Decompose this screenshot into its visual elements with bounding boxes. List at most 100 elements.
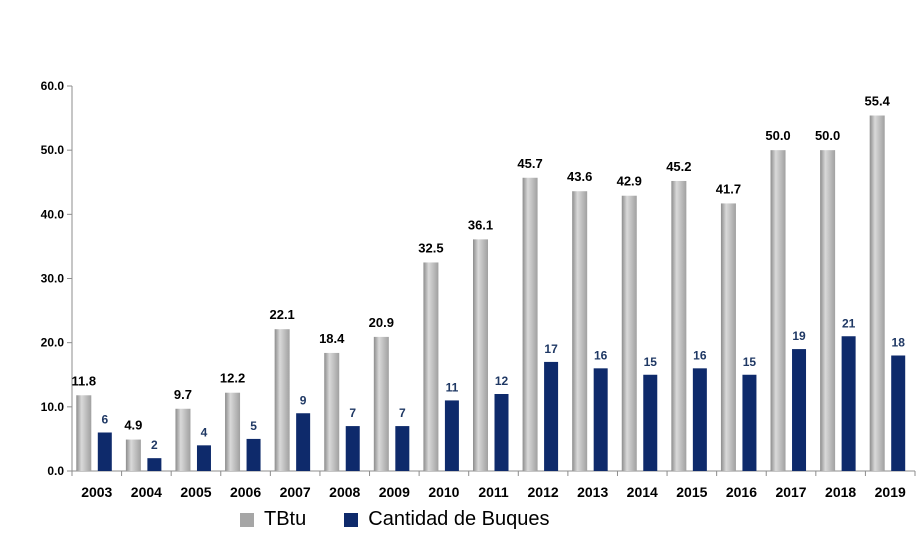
bar-tbtu bbox=[225, 392, 241, 471]
bar-buques bbox=[841, 336, 856, 471]
data-label-tbtu: 41.7 bbox=[716, 181, 741, 196]
bar-tbtu bbox=[274, 329, 290, 471]
bar-buques bbox=[643, 374, 658, 471]
bar-buques bbox=[593, 368, 608, 471]
data-label-tbtu: 9.7 bbox=[174, 387, 192, 402]
bar-buques bbox=[345, 426, 360, 471]
bar-buques bbox=[742, 374, 757, 471]
legend-label-tbtu: TBtu bbox=[264, 508, 307, 530]
bar-buques bbox=[246, 438, 261, 471]
x-tick-label: 2005 bbox=[180, 484, 211, 500]
data-label-buques: 11 bbox=[446, 380, 459, 394]
x-tick-label: 2007 bbox=[280, 484, 311, 500]
axes: 0.0 10.0 20.0 30.0 40.0 50.0 60.0 2003 2004 2005 2… bbox=[41, 79, 916, 500]
bar-buques bbox=[444, 400, 459, 471]
bar-tbtu bbox=[324, 352, 340, 471]
data-label-tbtu: 50.0 bbox=[765, 128, 790, 143]
data-label-tbtu: 43.6 bbox=[567, 169, 592, 184]
data-label-buques: 9 bbox=[300, 393, 307, 407]
data-label-tbtu: 4.9 bbox=[124, 418, 142, 433]
bar-tbtu bbox=[473, 239, 488, 471]
x-tick-label: 2008 bbox=[329, 484, 360, 500]
x-tick-label: 2003 bbox=[81, 484, 112, 500]
data-label-buques: 19 bbox=[792, 329, 806, 343]
x-tick-label: 2004 bbox=[131, 484, 162, 500]
y-tick-label: 40.0 bbox=[41, 207, 65, 221]
bar-tbtu bbox=[175, 408, 191, 471]
data-label-buques: 21 bbox=[842, 316, 856, 330]
bar-tbtu bbox=[770, 150, 786, 471]
bar-tbtu bbox=[373, 336, 389, 471]
data-label-buques: 4 bbox=[201, 425, 208, 439]
data-labels: 11.8 6 4.9 2 9.7 4 12.2 5 22.1 9 18.4 7 20.9 7 32.5 11 3… bbox=[71, 94, 905, 453]
data-label-buques: 7 bbox=[399, 406, 406, 420]
x-tick-label: 2019 bbox=[875, 484, 906, 500]
data-label-buques: 5 bbox=[250, 419, 257, 433]
bar-buques bbox=[395, 426, 410, 471]
bar-buques bbox=[544, 361, 559, 471]
bar-buques bbox=[147, 458, 162, 471]
bar-tbtu bbox=[423, 262, 439, 471]
data-label-tbtu: 12.2 bbox=[220, 371, 245, 386]
data-label-tbtu: 55.4 bbox=[865, 94, 891, 109]
data-label-tbtu: 45.2 bbox=[666, 159, 691, 174]
bar-tbtu bbox=[720, 203, 736, 472]
x-tick-label: 2018 bbox=[825, 484, 856, 500]
bars bbox=[76, 115, 906, 472]
bar-buques bbox=[494, 394, 509, 471]
data-label-tbtu: 36.1 bbox=[468, 217, 493, 232]
data-label-buques: 7 bbox=[349, 406, 356, 420]
data-label-tbtu: 45.7 bbox=[517, 156, 542, 171]
bar-buques bbox=[97, 432, 112, 471]
x-tick-label: 2014 bbox=[627, 484, 658, 500]
legend-label-buques: Cantidad de Buques bbox=[368, 508, 550, 530]
bar-buques bbox=[196, 445, 211, 471]
data-label-tbtu: 42.9 bbox=[617, 174, 642, 189]
data-label-buques: 2 bbox=[151, 438, 158, 452]
y-tick-label: 10.0 bbox=[41, 400, 65, 414]
data-label-tbtu: 18.4 bbox=[319, 331, 345, 346]
y-tick-label: 20.0 bbox=[41, 336, 65, 350]
legend-swatch-tbtu bbox=[240, 512, 254, 527]
bar-buques bbox=[792, 349, 807, 471]
bar-buques bbox=[891, 355, 906, 471]
x-tick-label: 2009 bbox=[379, 484, 410, 500]
x-tick-label: 2015 bbox=[676, 484, 707, 500]
x-tick-label: 2012 bbox=[528, 484, 559, 500]
bar-tbtu bbox=[76, 395, 92, 471]
y-tick-label: 0.0 bbox=[47, 464, 64, 478]
data-label-tbtu: 11.8 bbox=[71, 373, 96, 388]
data-label-buques: 18 bbox=[892, 336, 906, 350]
x-tick-label: 2006 bbox=[230, 484, 261, 500]
data-label-buques: 16 bbox=[693, 348, 707, 362]
x-tick-label: 2010 bbox=[428, 484, 459, 500]
x-tick-label: 2016 bbox=[726, 484, 757, 500]
bar-tbtu bbox=[125, 439, 141, 471]
bar-tbtu bbox=[621, 195, 637, 471]
data-label-buques: 17 bbox=[544, 342, 558, 356]
y-tick-label: 50.0 bbox=[41, 143, 65, 157]
y-tick-label: 30.0 bbox=[41, 272, 65, 286]
data-label-tbtu: 22.1 bbox=[269, 307, 294, 322]
bar-tbtu bbox=[522, 177, 538, 471]
bar-buques bbox=[692, 368, 707, 471]
data-label-tbtu: 50.0 bbox=[815, 128, 840, 143]
data-label-buques: 16 bbox=[594, 348, 608, 362]
bar-tbtu bbox=[869, 115, 885, 472]
x-tick-label: 2011 bbox=[478, 484, 509, 500]
data-label-tbtu: 32.5 bbox=[418, 240, 443, 255]
data-label-buques: 6 bbox=[101, 413, 108, 427]
data-label-buques: 15 bbox=[743, 355, 757, 369]
bar-tbtu bbox=[671, 180, 687, 471]
data-label-buques: 12 bbox=[495, 374, 509, 388]
legend-item-buques: Cantidad de Buques bbox=[344, 508, 550, 531]
x-tick-label: 2013 bbox=[577, 484, 608, 500]
data-label-tbtu: 20.9 bbox=[369, 315, 394, 330]
x-tick-label: 2017 bbox=[775, 484, 806, 500]
data-label-buques: 15 bbox=[644, 355, 658, 369]
y-tick-label: 60.0 bbox=[41, 79, 65, 93]
bar-tbtu bbox=[820, 150, 836, 471]
bar-tbtu bbox=[572, 191, 588, 471]
